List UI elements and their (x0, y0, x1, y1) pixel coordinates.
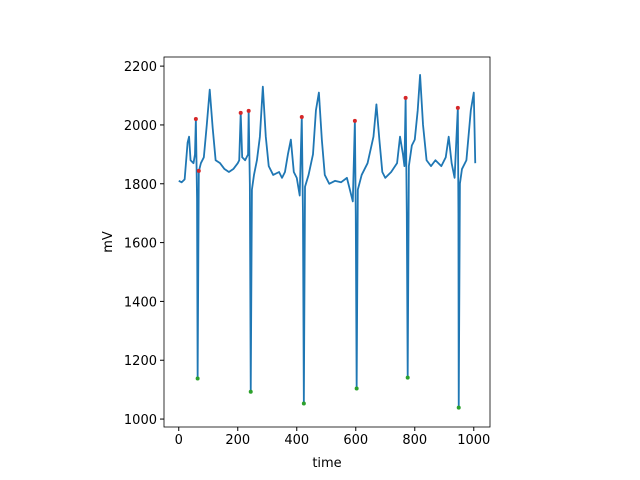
marker (456, 405, 461, 410)
marker (246, 108, 251, 113)
marker (196, 168, 201, 173)
x-tick-label: 800 (402, 433, 427, 448)
x-tick-label: 400 (284, 433, 309, 448)
marker (299, 115, 304, 119)
y-tick-label: 1600 (124, 237, 157, 252)
y-tick-label: 1200 (124, 354, 157, 369)
x-tick-label: 0 (175, 433, 183, 448)
marker (352, 118, 357, 123)
marker (248, 389, 253, 394)
marker (195, 376, 200, 381)
y-tick-label: 1400 (124, 295, 157, 310)
x-axis-label: time (312, 456, 341, 471)
axes-frame (163, 56, 491, 428)
x-tick-label: 1000 (457, 433, 490, 448)
marker (354, 386, 359, 391)
marker (455, 105, 460, 110)
marker (405, 375, 410, 380)
marker (403, 95, 408, 100)
x-tick-label: 200 (225, 433, 250, 448)
y-tick-label: 1800 (124, 178, 157, 193)
marker (301, 401, 306, 406)
y-tick-label: 2000 (124, 119, 157, 134)
marker (193, 117, 198, 122)
y-tick-label: 2200 (124, 60, 157, 75)
x-tick-label: 600 (343, 433, 368, 448)
ecg-line (178, 74, 477, 409)
marker (238, 110, 243, 115)
y-axis-label: mV (101, 231, 116, 253)
y-tick-label: 1000 (124, 413, 157, 428)
